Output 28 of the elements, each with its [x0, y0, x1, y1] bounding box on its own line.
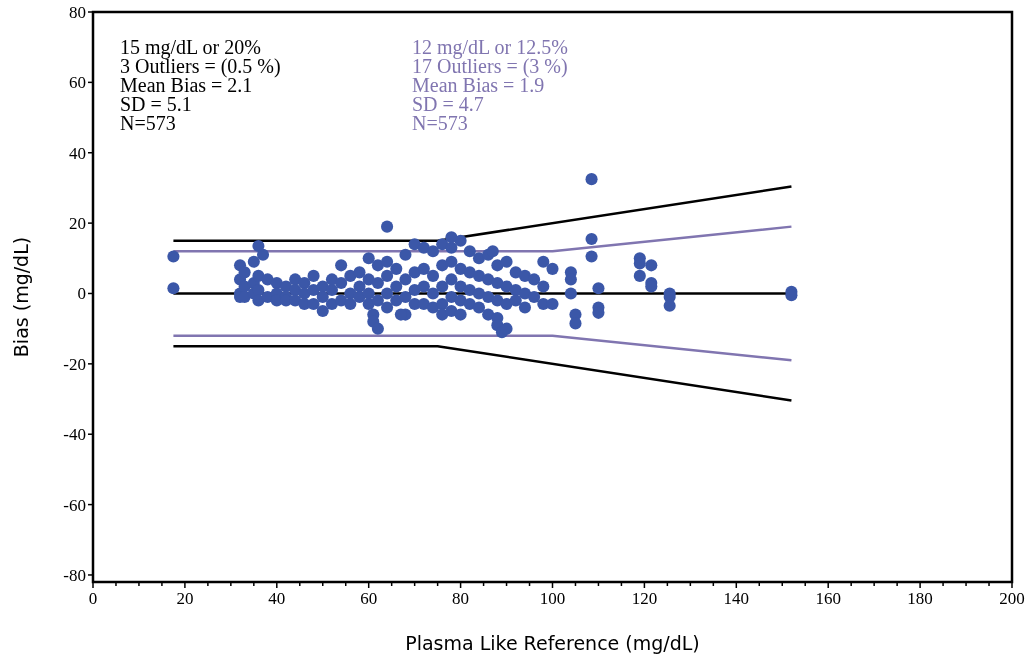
x-tick-label: 0 — [88, 589, 98, 608]
annotation: N=573 — [120, 112, 176, 134]
x-tick-label: 20 — [176, 589, 194, 608]
y-tick-label: 20 — [69, 214, 86, 234]
x-tick-label: 200 — [999, 589, 1025, 608]
y-tick-label: 0 — [77, 284, 86, 304]
x-tick-label: 60 — [360, 589, 378, 608]
y-tick-label: 80 — [69, 2, 86, 22]
annotation: SD = 5.1 — [120, 93, 192, 115]
annotation: 15 mg/dL or 20% — [120, 36, 261, 59]
y-tick-label: -60 — [63, 495, 86, 515]
y-axis-title: Bias (mg/dL) — [10, 236, 32, 358]
x-tick-label: 120 — [631, 589, 658, 608]
y-tick-label: 60 — [69, 73, 86, 93]
x-tick-label: 180 — [907, 589, 933, 608]
annotation: SD = 4.7 — [412, 93, 484, 115]
x-tick-label: 160 — [815, 589, 841, 608]
x-tick-label: 80 — [452, 589, 470, 608]
y-tick-label: 40 — [69, 143, 86, 163]
annotation: N=573 — [412, 112, 468, 134]
annotation: 12 mg/dL or 12.5% — [412, 36, 568, 59]
y-tick-label: -20 — [63, 354, 86, 374]
x-axis-title: Plasma Like Reference (mg/dL) — [405, 632, 700, 654]
x-tick-label: 40 — [268, 589, 286, 608]
y-tick-label: -40 — [63, 425, 86, 445]
x-tick-label: 140 — [723, 589, 750, 608]
y-tick-label: -80 — [63, 565, 86, 585]
x-tick-label: 100 — [539, 589, 566, 608]
